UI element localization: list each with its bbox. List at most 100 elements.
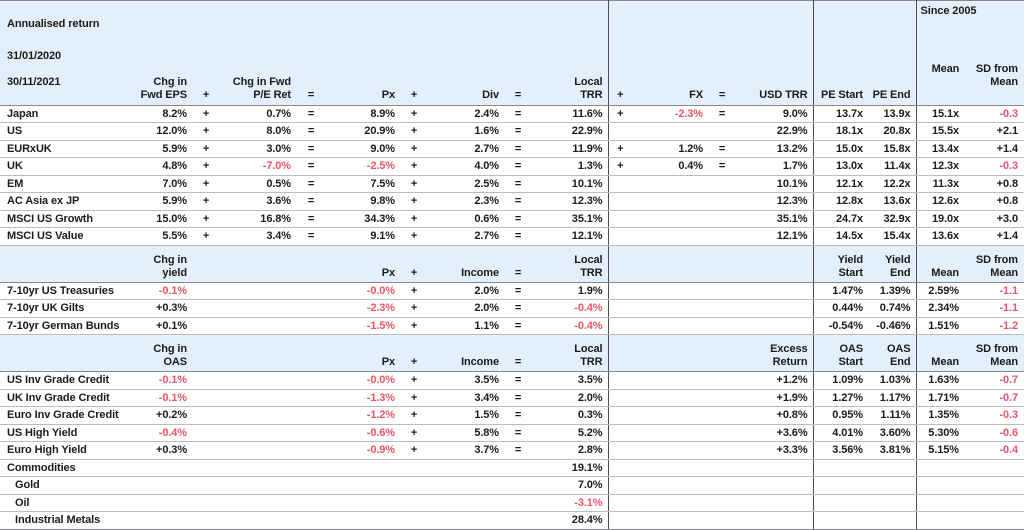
cell-ltrr: 1.9% [532,282,609,301]
cell-sd: +1.4 [964,227,1024,246]
cell-v1: 15.0% [128,210,192,229]
cell-inc: 2.7% [428,227,504,246]
cell-ps [813,459,868,478]
cell-ltrr: 11.9% [532,140,609,159]
cell-mean [916,494,964,513]
cell-o5: + [608,105,632,124]
cell-pe [868,511,917,530]
cell-mean: 11.3x [916,175,964,194]
cell-v1 [128,459,192,478]
row-japan: Japan 8.2% +0.7% = 8.9% +2.4% = 11.6% + -2.3% = 9.0… [0,105,1024,124]
cell-ltrr: -3.1% [532,494,609,513]
cell-inc: 2.3% [428,192,504,211]
cell-o4: = [504,105,532,124]
cell-ltrr: -0.4% [532,299,609,318]
cell-v1: +0.2% [128,406,192,425]
cell-fx [632,371,708,390]
cell-o6 [708,389,736,408]
cell-v2 [220,317,296,336]
row-em: EM 7.0% +0.5% = 7.5% +2.5% = 10.1% 10.1% 12.1x 12.… [0,175,1024,194]
row-label: Industrial Metals [0,511,128,530]
cell-v2 [220,511,296,530]
cell-o1 [192,476,220,495]
cell-ps: 13.0x [813,157,868,176]
cell-o4 [504,511,532,530]
cell-ltrr: 28.4% [532,511,609,530]
col-header-px: Px [326,0,400,106]
cell-o2: = [296,105,326,124]
cell-o3: + [400,334,428,373]
cell-o2 [296,459,326,478]
cell-o2: = [296,175,326,194]
cell-ps: 1.27% [813,389,868,408]
cell-o1 [192,511,220,530]
cell-mean: 15.1x [916,105,964,124]
cell-mean: 19.0x [916,210,964,229]
cell-px: -1.3% [326,389,400,408]
cell-fx [632,210,708,229]
cell-utrr: 1.7% [736,157,814,176]
cell-o6 [708,244,736,283]
cell-inc: Income [428,244,504,283]
cell-o6 [708,459,736,478]
cell-o4 [504,494,532,513]
cell-px [326,494,400,513]
col-header-mean: Mean [931,62,960,75]
cell-mean: 12.3x [916,157,964,176]
cell-fx [632,424,708,443]
cell-sd: -0.3 [964,157,1024,176]
cell-v2: 3.0% [220,140,296,159]
cell-pe: 3.60% [868,424,917,443]
cell-ltrr: 35.1% [532,210,609,229]
cell-sd: -1.2 [964,317,1024,336]
cell-ps: OAS Start [813,334,868,373]
cell-fx [632,175,708,194]
cell-pe: 3.81% [868,441,917,460]
cell-o3 [400,476,428,495]
cell-o1 [192,371,220,390]
cell-v2: 0.5% [220,175,296,194]
cell-inc: Income [428,334,504,373]
cell-ps: 15.0x [813,140,868,159]
cell-pe: 11.4x [868,157,917,176]
cell-v1 [128,511,192,530]
cell-px: 9.8% [326,192,400,211]
cell-utrr: 9.0% [736,105,814,124]
cell-px: 7.5% [326,175,400,194]
cell-inc: 2.5% [428,175,504,194]
cell-fx [632,441,708,460]
cell-mean: Mean [916,334,964,373]
cell-o2 [296,334,326,373]
cell-v2 [220,441,296,460]
cell-fx: -2.3% [632,105,708,124]
cell-o6 [708,511,736,530]
cell-ltrr: 2.0% [532,389,609,408]
cell-v1: 7.0% [128,175,192,194]
row-us-inv-grade-credit: US Inv Grade Credit -0.1% -0.0% +3.5% = 3.5% +… [0,371,1024,390]
cell-v1: 5.9% [128,192,192,211]
cell-mean: Mean [916,244,964,283]
row-gold: Gold 7.0% [0,476,1024,495]
cell-o5 [608,424,632,443]
cell-o2 [296,244,326,283]
cell-sd: -0.3 [964,406,1024,425]
row-label: MSCI US Value [0,227,128,246]
cell-o3: + [400,371,428,390]
cell-o2: = [296,157,326,176]
cell-v2 [220,244,296,283]
col-header-equals: = [504,0,532,106]
cell-o6 [708,299,736,318]
cell-px: 9.1% [326,227,400,246]
cell-o4: = [504,299,532,318]
col-header-div: Div [428,0,504,106]
cell-o2 [296,299,326,318]
cell-o3: + [400,157,428,176]
cell-sd: -0.7 [964,389,1024,408]
cell-ltrr: 12.3% [532,192,609,211]
cell-mean: 12.6x [916,192,964,211]
cell-ps: 0.95% [813,406,868,425]
row-7-10yr-us-treasuries: 7-10yr US Treasuries -0.1% -0.0% +2.0% = 1.9%… [0,282,1024,301]
cell-o6 [708,282,736,301]
cell-o3: + [400,192,428,211]
cell-o5 [608,192,632,211]
